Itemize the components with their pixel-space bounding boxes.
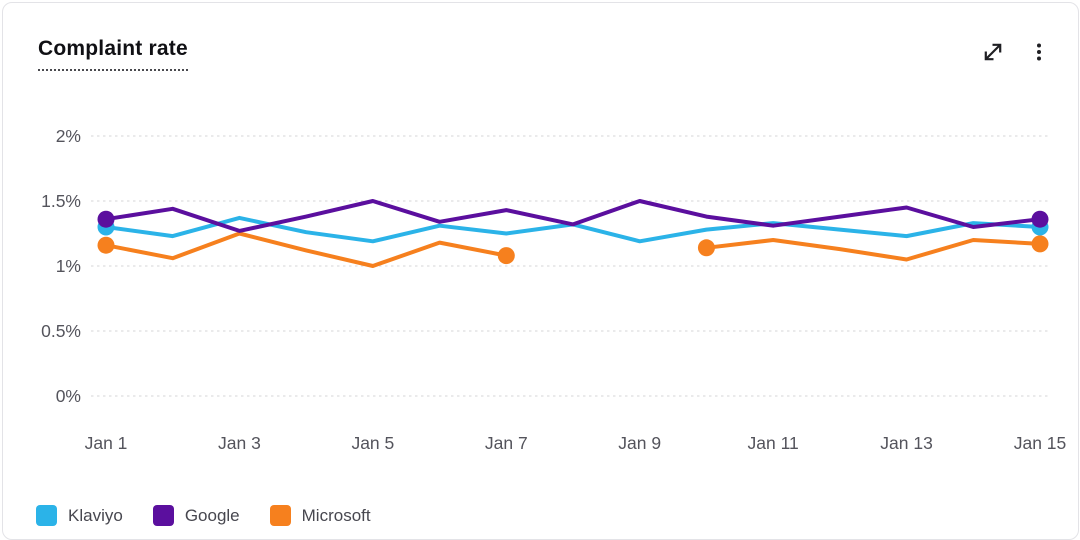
series-marker-google bbox=[97, 210, 115, 228]
x-axis-label: Jan 5 bbox=[351, 433, 394, 453]
card-header: Complaint rate bbox=[38, 37, 1050, 71]
series-line-google bbox=[104, 199, 1042, 233]
legend-item-klaviyo[interactable]: Klaviyo bbox=[36, 505, 123, 526]
legend-swatch-microsoft bbox=[269, 505, 291, 526]
legend-item-google[interactable]: Google bbox=[152, 505, 240, 526]
series-marker-microsoft bbox=[1031, 235, 1049, 253]
legend-swatch-google bbox=[152, 505, 174, 526]
y-axis-label: 2% bbox=[56, 126, 81, 146]
series-marker-microsoft bbox=[497, 247, 515, 265]
legend-label-microsoft: Microsoft bbox=[301, 505, 371, 525]
series-line-microsoft bbox=[104, 231, 509, 268]
x-axis-label: Jan 3 bbox=[218, 433, 261, 453]
legend-swatch-klaviyo bbox=[36, 505, 57, 526]
y-axis-label: 1% bbox=[56, 256, 81, 276]
y-axis-label: 0.5% bbox=[41, 321, 81, 341]
complaint-rate-chart[interactable]: 2% 1.5% 1% 0.5% 0% Jan 1 Jan 3 Jan 5 Jan 7 Jan 9 J… bbox=[3, 3, 1080, 473]
series-marker-microsoft bbox=[97, 236, 115, 254]
chart-title[interactable]: Complaint rate bbox=[38, 37, 188, 71]
kebab-menu-icon[interactable] bbox=[1028, 41, 1050, 63]
x-axis-label: Jan 1 bbox=[85, 433, 128, 453]
legend: Klaviyo Google Microsoft bbox=[36, 505, 371, 526]
legend-item-microsoft[interactable]: Microsoft bbox=[269, 505, 371, 526]
x-axis-label: Jan 11 bbox=[748, 433, 799, 453]
chart-area: 2% 1.5% 1% 0.5% 0% Jan 1 Jan 3 Jan 5 Jan 7 Jan 9 J… bbox=[3, 3, 1080, 473]
series-line-microsoft bbox=[704, 238, 1042, 262]
series-marker-google bbox=[1031, 210, 1049, 228]
expand-icon[interactable] bbox=[982, 41, 1004, 63]
legend-label-google: Google bbox=[184, 505, 240, 525]
x-axis-label: Jan 7 bbox=[485, 433, 528, 453]
series-marker-microsoft bbox=[697, 239, 715, 257]
header-icons bbox=[982, 41, 1050, 63]
x-axis-label: Jan 9 bbox=[618, 433, 661, 453]
x-axis-label: Jan 15 bbox=[1014, 433, 1067, 453]
y-axis-label: 1.5% bbox=[41, 191, 81, 211]
x-axis-label: Jan 13 bbox=[880, 433, 933, 453]
legend-label-klaviyo: Klaviyo bbox=[68, 505, 123, 525]
y-axis-label: 0% bbox=[56, 386, 81, 406]
